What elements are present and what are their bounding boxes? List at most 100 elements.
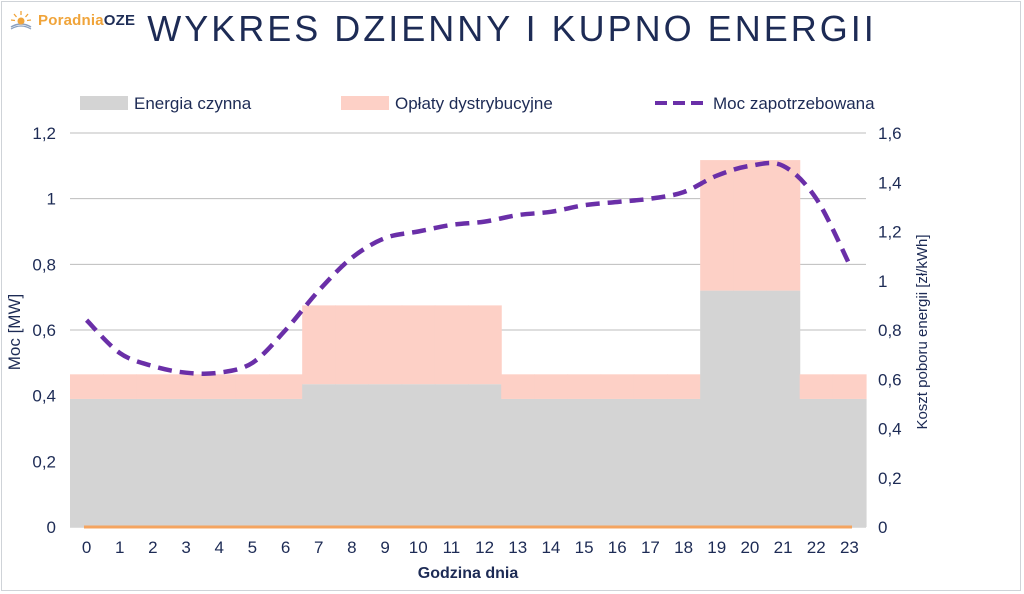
x-tick-label: 9 [380,538,389,557]
brand-name: PoradniaOZE [38,12,135,29]
bar-oplaty-dystrybucyjne [799,374,834,399]
legend-label-oplaty: Opłaty dystrybucyjne [395,94,553,113]
x-axis-title: Godzina dnia [418,565,519,582]
x-tick-label: 10 [409,538,428,557]
bar-energia-czynna [832,398,867,527]
x-tick-label: 21 [774,538,793,557]
x-axis-ticks: 0 1 2 3 4 5 6 7 8 9 10 11 12 13 14 15 16 17 18 19 20 21 22 23 [82,538,859,557]
bar-energia-czynna [269,398,303,527]
bar-oplaty-dystrybucyjne [832,374,867,399]
bar-energia-czynna [600,398,635,527]
x-tick-label: 3 [181,538,190,557]
bar-energia-czynna [103,398,137,527]
right-axis-title: Koszt poboru energii [zł/kWh] [914,234,931,429]
bar-oplaty-dystrybucyjne [567,374,602,399]
bar-energia-czynna [799,398,834,527]
bar-energia-czynna [136,398,171,527]
bar-energia-czynna [733,290,768,527]
x-tick-label: 0 [82,538,91,557]
bar-oplaty-dystrybucyjne [633,374,668,399]
legend-swatch-energia [80,96,128,110]
legend-label-energia: Energia czynna [134,94,252,113]
line-layer [84,160,852,376]
bar-energia-czynna [401,384,436,527]
x-tick-label: 16 [608,538,627,557]
x-tick-label: 11 [443,538,461,557]
legend: Energia czynna Opłaty dystrybucyjne Moc … [80,94,875,113]
bar-energia-czynna [766,290,801,527]
right-tick-label: 1 [878,272,887,291]
x-tick-label: 15 [575,538,594,557]
bars-layer [70,160,867,527]
left-tick-label: 0 [47,518,56,537]
bar-energia-czynna [202,398,237,527]
bar-oplaty-dystrybucyjne [733,160,768,291]
bar-energia-czynna [501,398,535,527]
bar-oplaty-dystrybucyjne [401,305,436,385]
bar-oplaty-dystrybucyjne [235,374,270,399]
left-axis-ticks: 0 0,2 0,4 0,6 0,8 1 1,2 [32,124,56,537]
bar-energia-czynna [70,398,104,527]
left-tick-label: 0,4 [32,387,56,406]
right-axis-ticks: 0 0,2 0,4 0,6 0,8 1 1,2 1,4 1,6 [878,124,902,537]
x-tick-label: 4 [215,538,224,557]
x-tick-label: 14 [541,538,560,557]
bar-oplaty-dystrybucyjne [667,374,701,399]
x-tick-label: 6 [281,538,290,557]
bar-oplaty-dystrybucyjne [368,305,403,385]
left-axis-title: Moc [MW] [5,294,24,371]
x-tick-label: 23 [840,538,859,557]
bar-oplaty-dystrybucyjne [103,374,137,399]
right-tick-label: 1,4 [878,173,902,192]
bar-oplaty-dystrybucyjne [169,374,204,399]
x-tick-label: 12 [475,538,494,557]
bar-oplaty-dystrybucyjne [269,374,303,399]
x-tick-label: 19 [707,538,726,557]
x-tick-label: 13 [508,538,527,557]
left-tick-label: 1,2 [32,124,56,143]
left-tick-label: 1 [47,190,56,209]
x-tick-label: 1 [115,538,124,557]
legend-swatch-oplaty [341,96,389,110]
bar-energia-czynna [667,398,701,527]
bar-energia-czynna [335,384,370,527]
x-tick-label: 7 [314,538,323,557]
bar-energia-czynna [468,384,502,527]
bar-oplaty-dystrybucyjne [468,305,502,385]
bar-oplaty-dystrybucyjne [600,374,635,399]
left-tick-label: 0,6 [32,321,56,340]
x-tick-label: 8 [347,538,356,557]
bar-oplaty-dystrybucyjne [766,160,801,291]
bar-energia-czynna [700,290,734,527]
bar-energia-czynna [567,398,602,527]
right-tick-label: 0,2 [878,469,902,488]
bar-oplaty-dystrybucyjne [302,305,336,385]
x-tick-label: 5 [248,538,257,557]
brand-name-part1: Poradnia [38,11,104,29]
bar-energia-czynna [235,398,270,527]
x-tick-label: 18 [674,538,693,557]
right-tick-label: 0 [878,518,887,537]
right-tick-label: 0,6 [878,370,902,389]
bar-energia-czynna [302,384,336,527]
x-tick-label: 20 [740,538,759,557]
bar-energia-czynna [434,384,469,527]
left-tick-label: 0,8 [32,255,56,274]
x-tick-label: 17 [641,538,660,557]
bar-energia-czynna [534,398,569,527]
bar-oplaty-dystrybucyjne [70,374,104,399]
right-tick-label: 1,2 [878,223,902,242]
chart-title: WYKRES DZIENNY I KUPNO ENERGII [147,8,877,49]
bar-oplaty-dystrybucyjne [202,374,237,399]
x-tick-label: 2 [148,538,157,557]
right-tick-label: 1,6 [878,124,902,143]
bar-oplaty-dystrybucyjne [335,305,370,385]
bar-oplaty-dystrybucyjne [136,374,171,399]
right-tick-label: 0,8 [878,321,902,340]
bar-energia-czynna [169,398,204,527]
bar-oplaty-dystrybucyjne [534,374,569,399]
bar-energia-czynna [633,398,668,527]
left-tick-label: 0,2 [32,452,56,471]
right-tick-label: 0,4 [878,420,902,439]
